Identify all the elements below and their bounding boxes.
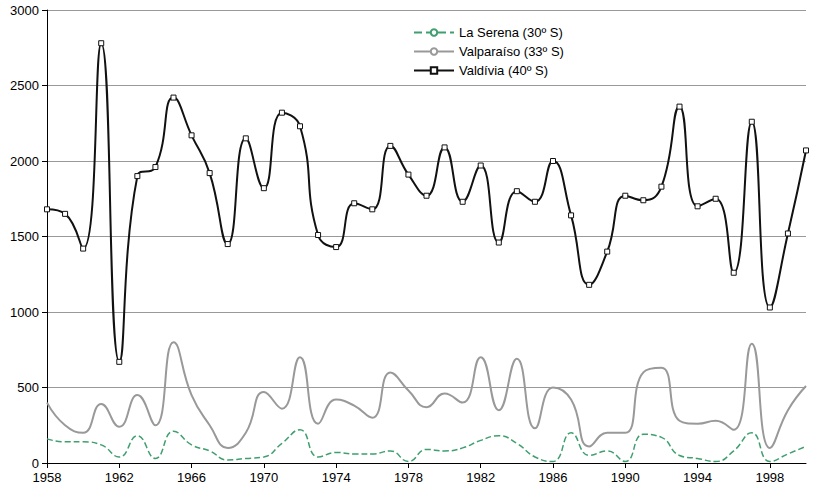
svg-text:1978: 1978 <box>394 470 423 485</box>
svg-text:500: 500 <box>17 380 39 395</box>
svg-text:1998: 1998 <box>755 470 784 485</box>
svg-text:1962: 1962 <box>105 470 134 485</box>
svg-text:1970: 1970 <box>249 470 278 485</box>
svg-text:Valparaíso (33º S): Valparaíso (33º S) <box>459 44 564 59</box>
svg-text:1500: 1500 <box>10 229 39 244</box>
svg-text:1990: 1990 <box>611 470 640 485</box>
svg-text:1994: 1994 <box>683 470 712 485</box>
svg-text:La Serena (30º S): La Serena (30º S) <box>459 25 563 40</box>
svg-text:2500: 2500 <box>10 78 39 93</box>
svg-text:Valdívia (40º S): Valdívia (40º S) <box>459 63 548 78</box>
svg-text:1982: 1982 <box>466 470 495 485</box>
svg-text:3000: 3000 <box>10 3 39 18</box>
svg-text:1958: 1958 <box>33 470 62 485</box>
svg-text:1000: 1000 <box>10 305 39 320</box>
svg-text:1966: 1966 <box>177 470 206 485</box>
svg-text:1974: 1974 <box>322 470 351 485</box>
svg-text:2000: 2000 <box>10 154 39 169</box>
svg-text:1986: 1986 <box>539 470 568 485</box>
svg-text:0: 0 <box>32 456 39 471</box>
